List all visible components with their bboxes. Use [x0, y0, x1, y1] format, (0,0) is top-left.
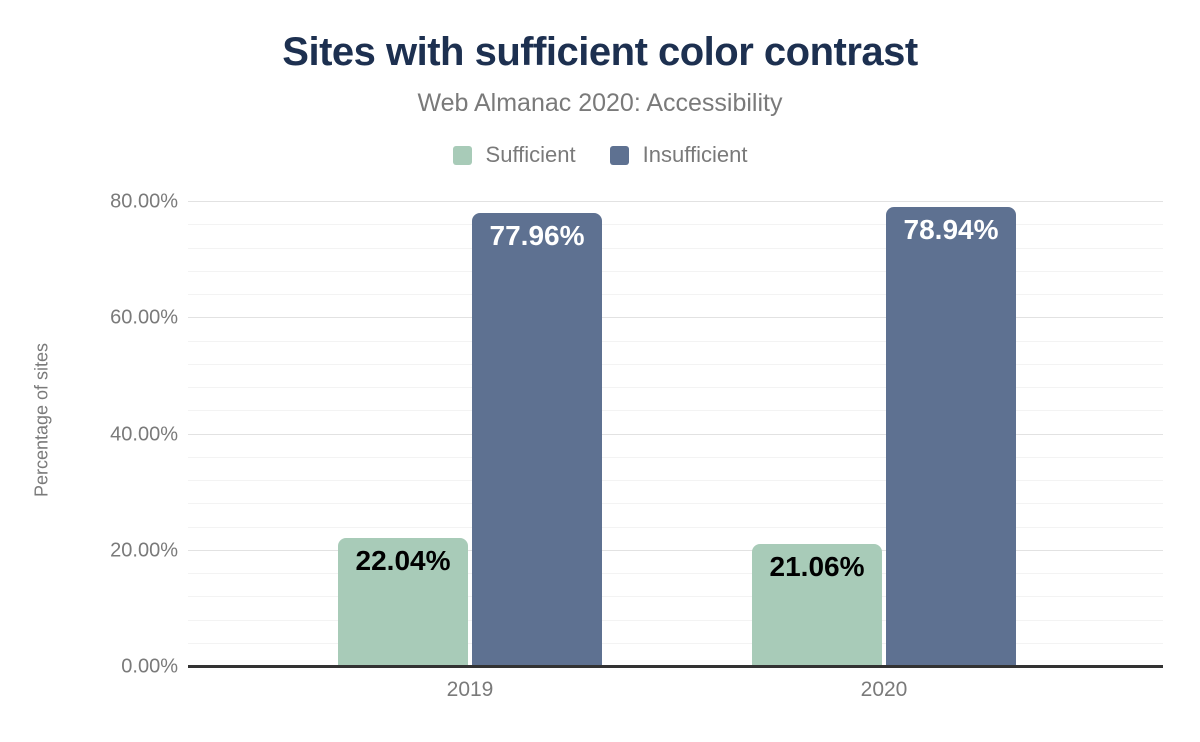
- bar-value-label: 22.04%: [355, 544, 451, 576]
- minor-gridline: [188, 410, 1163, 412]
- bar-sufficient-2019: 22.04%: [338, 537, 468, 666]
- minor-gridline: [188, 224, 1163, 226]
- major-gridline: [188, 317, 1163, 319]
- minor-gridline: [188, 247, 1163, 249]
- minor-gridline: [188, 340, 1163, 342]
- minor-gridline: [188, 480, 1163, 481]
- minor-gridline: [188, 642, 1163, 644]
- minor-gridline: [188, 526, 1163, 528]
- y-axis-title: Percentage of sites: [31, 342, 52, 498]
- bar-insufficient-2020: 78.94%: [886, 207, 1016, 666]
- legend-label-sufficient: Sufficient: [485, 142, 576, 167]
- minor-gridline: [188, 456, 1163, 458]
- chart-subtitle: Web Almanac 2020: Accessibility: [417, 89, 783, 117]
- minor-gridline: [188, 503, 1163, 505]
- minor-gridline: [188, 573, 1163, 574]
- legend-swatch-sufficient-icon: [452, 145, 472, 165]
- major-gridline: [188, 549, 1163, 551]
- y-tick-label: 80.00%: [110, 190, 178, 213]
- minor-gridline: [188, 596, 1163, 598]
- x-tick-label-2020: 2020: [860, 678, 908, 701]
- y-tick-label: 60.00%: [110, 306, 178, 329]
- bar-insufficient-2019: 77.96%: [472, 212, 602, 666]
- chart-legend: Sufficient Insufficient: [0, 142, 1200, 168]
- x-tick-label-2019: 2019: [446, 678, 494, 701]
- bar-value-label: 78.94%: [903, 214, 999, 246]
- minor-gridline: [188, 270, 1163, 272]
- bar-value-label: 21.06%: [769, 550, 865, 582]
- y-tick-label: 20.00%: [110, 539, 178, 562]
- legend-swatch-insufficient-icon: [609, 145, 629, 165]
- major-gridline: [188, 433, 1163, 435]
- minor-gridline: [188, 387, 1163, 388]
- y-tick-label: 0.00%: [121, 655, 178, 678]
- legend-label-insufficient: Insufficient: [642, 142, 748, 167]
- minor-gridline: [188, 619, 1163, 621]
- bar-sufficient-2020: 21.06%: [752, 543, 882, 666]
- major-gridline: [188, 201, 1163, 202]
- legend-item-insufficient: Insufficient: [609, 142, 748, 168]
- minor-gridline: [188, 294, 1163, 295]
- bar-value-label: 77.96%: [489, 219, 585, 251]
- legend-item-sufficient: Sufficient: [452, 142, 576, 168]
- y-tick-label: 40.00%: [110, 423, 178, 445]
- x-axis-line: [188, 665, 1163, 668]
- chart-title: Sites with sufficient color contrast: [282, 30, 918, 74]
- minor-gridline: [188, 363, 1163, 365]
